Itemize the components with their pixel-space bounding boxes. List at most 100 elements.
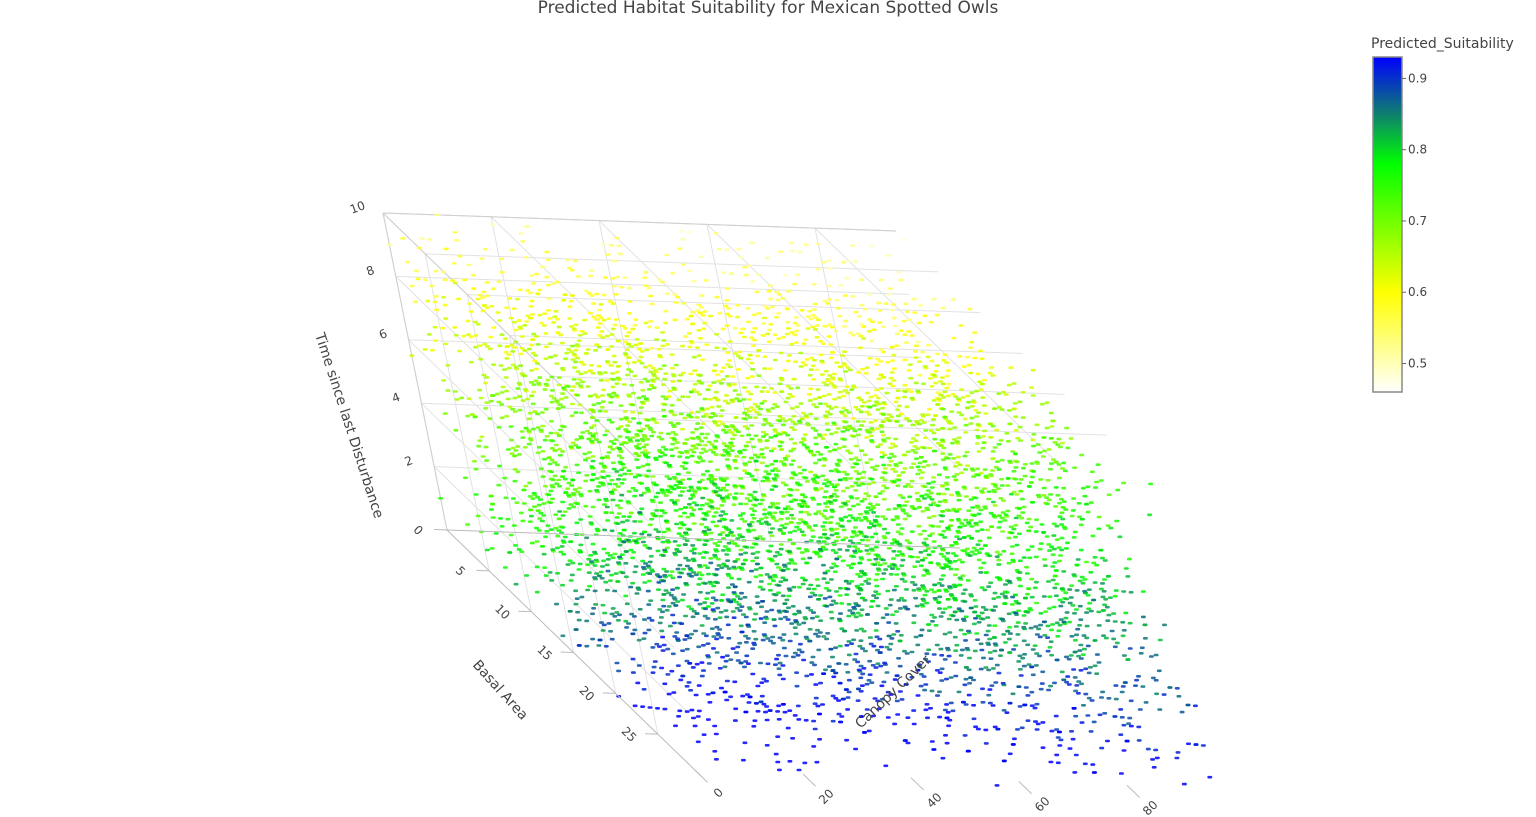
data-point [1032, 586, 1038, 590]
data-point [909, 505, 915, 508]
data-point [702, 614, 708, 618]
data-point [528, 316, 534, 320]
data-point [807, 628, 813, 631]
data-point [796, 419, 802, 423]
data-point [743, 634, 749, 638]
data-point [854, 629, 860, 632]
data-point [875, 445, 881, 449]
data-point [715, 581, 720, 585]
data-point [758, 617, 764, 620]
data-point [734, 455, 740, 458]
data-point [774, 657, 780, 661]
data-point [607, 445, 613, 449]
data-point [666, 591, 672, 595]
data-point [780, 638, 786, 642]
data-point [805, 505, 811, 508]
data-point [647, 547, 653, 550]
data-point [499, 271, 505, 274]
data-point [670, 652, 676, 656]
data-point [903, 683, 909, 686]
data-point [987, 651, 993, 654]
data-point [490, 516, 496, 519]
data-point [703, 436, 709, 440]
data-point [1029, 545, 1035, 548]
data-point [584, 536, 590, 540]
data-point [823, 587, 829, 590]
data-point [754, 385, 760, 389]
data-point [906, 419, 912, 423]
data-point [767, 582, 773, 586]
data-point [751, 630, 757, 633]
data-point [594, 489, 600, 492]
data-point [520, 519, 526, 523]
data-point [688, 448, 694, 452]
data-point [845, 259, 851, 263]
data-point [885, 716, 891, 719]
data-point [825, 428, 831, 432]
data-point [937, 607, 942, 610]
data-point [589, 465, 595, 468]
data-point [916, 587, 922, 590]
data-point [665, 673, 671, 676]
data-point [642, 631, 648, 635]
data-point [643, 321, 649, 325]
data-point [690, 544, 696, 547]
data-point [631, 417, 636, 420]
data-point [551, 321, 557, 324]
data-point [752, 618, 757, 621]
data-point [757, 535, 763, 538]
data-point [918, 304, 924, 307]
data-point [755, 601, 761, 605]
data-point [780, 576, 786, 580]
data-point [604, 563, 610, 567]
data-point [963, 423, 969, 427]
data-point [637, 511, 643, 514]
data-point [922, 365, 928, 368]
data-point [891, 588, 897, 592]
data-point [956, 397, 961, 401]
data-point [513, 365, 519, 369]
data-point [689, 575, 695, 578]
data-point [560, 450, 565, 453]
data-point [657, 278, 662, 281]
data-point [724, 654, 730, 657]
data-point [815, 584, 821, 588]
data-point [491, 363, 497, 366]
data-point [978, 349, 984, 353]
data-point [936, 582, 942, 585]
data-point [690, 615, 696, 619]
data-point [724, 324, 730, 327]
data-point [911, 621, 917, 625]
data-point [925, 413, 931, 417]
data-point [858, 614, 864, 617]
data-point [1018, 439, 1023, 442]
data-point [454, 239, 460, 242]
data-point [409, 284, 415, 288]
data-point [946, 382, 952, 386]
data-point [970, 506, 976, 509]
data-point [522, 324, 528, 327]
data-point [844, 486, 850, 490]
data-point [591, 403, 597, 407]
data-point [952, 560, 958, 563]
data-point [780, 481, 786, 485]
data-point [663, 372, 669, 375]
data-point [909, 334, 915, 337]
data-point [765, 307, 771, 310]
data-point [881, 401, 887, 404]
data-point [701, 733, 707, 736]
data-point [909, 479, 915, 483]
data-point [929, 588, 935, 591]
data-point [772, 599, 778, 602]
data-point [990, 374, 996, 377]
data-point [850, 244, 856, 248]
data-point [643, 562, 648, 565]
data-point [639, 482, 645, 485]
data-point [917, 360, 923, 363]
data-point [846, 603, 852, 606]
data-point [853, 602, 859, 605]
data-point [881, 498, 887, 501]
data-point [856, 396, 862, 400]
data-point [510, 446, 516, 450]
